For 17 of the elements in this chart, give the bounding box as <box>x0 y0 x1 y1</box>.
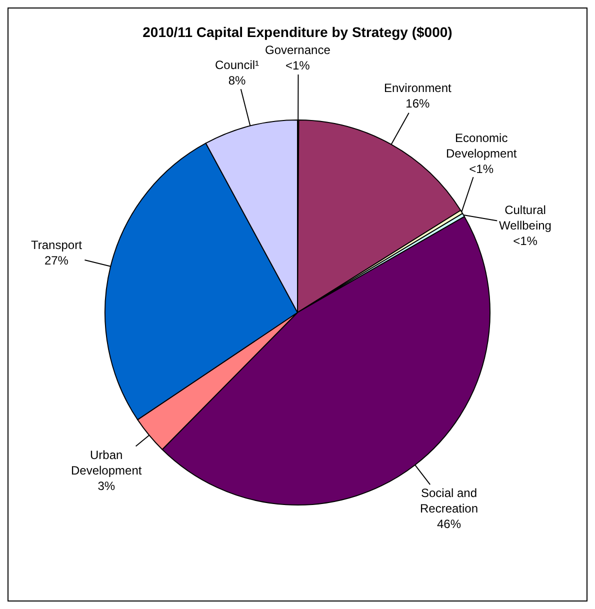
slice-label: Cultural Wellbeing <box>499 203 552 233</box>
data-label: <1% <box>469 162 494 176</box>
slice-label: Urban Development <box>71 448 142 478</box>
slice-label: Economic Development <box>446 131 518 161</box>
slice-label: Governance <box>265 43 331 57</box>
slice-label: Council¹ <box>215 58 260 72</box>
data-label: <1% <box>286 58 310 73</box>
slice-label: Social and Recreation <box>420 486 478 516</box>
data-label: 27% <box>44 254 69 268</box>
slice-label: Transport <box>31 238 83 252</box>
data-label: 8% <box>228 74 246 88</box>
data-label: 16% <box>406 96 430 111</box>
slice-label: Environment <box>384 81 452 95</box>
data-label: 3% <box>98 479 116 494</box>
data-label: <1% <box>513 234 538 248</box>
chart-title: 2010/11 Capital Expenditure by Strategy ($000) <box>142 24 452 40</box>
data-label: 46% <box>437 517 462 532</box>
